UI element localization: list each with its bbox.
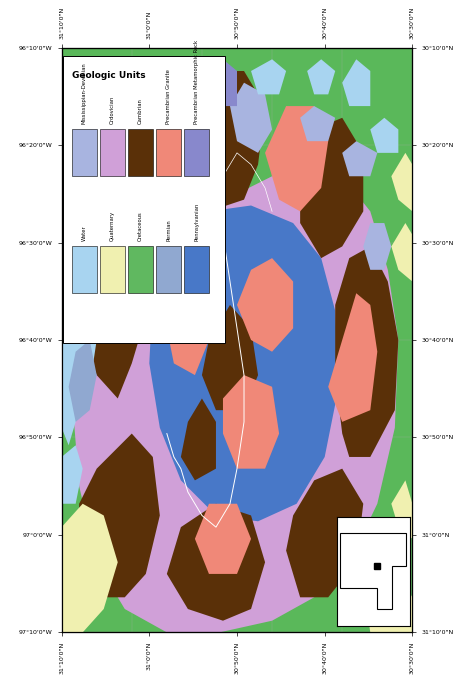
Polygon shape <box>392 223 412 282</box>
Polygon shape <box>328 293 377 422</box>
Polygon shape <box>195 71 265 211</box>
Polygon shape <box>307 59 335 95</box>
Polygon shape <box>223 375 279 469</box>
FancyBboxPatch shape <box>184 129 209 176</box>
Polygon shape <box>195 504 251 574</box>
Polygon shape <box>265 106 328 211</box>
Text: Precambrian Granite: Precambrian Granite <box>166 69 171 124</box>
Polygon shape <box>62 211 82 270</box>
FancyBboxPatch shape <box>128 246 153 293</box>
Polygon shape <box>335 246 398 457</box>
Polygon shape <box>62 129 82 176</box>
Polygon shape <box>62 258 90 317</box>
Polygon shape <box>342 141 377 176</box>
FancyBboxPatch shape <box>156 246 181 293</box>
Polygon shape <box>69 340 97 422</box>
Polygon shape <box>230 83 272 153</box>
Polygon shape <box>146 71 188 141</box>
Polygon shape <box>149 205 339 522</box>
Text: Pennsylvanian: Pennsylvanian <box>194 203 199 241</box>
Polygon shape <box>300 106 335 141</box>
Text: Quaternary: Quaternary <box>110 210 115 241</box>
Polygon shape <box>251 59 286 95</box>
FancyBboxPatch shape <box>100 129 125 176</box>
Polygon shape <box>392 153 412 211</box>
Text: Water: Water <box>82 225 87 241</box>
Polygon shape <box>363 223 392 270</box>
FancyBboxPatch shape <box>100 246 125 293</box>
Polygon shape <box>62 305 97 445</box>
Polygon shape <box>79 434 160 597</box>
Polygon shape <box>62 539 82 609</box>
Polygon shape <box>370 118 398 153</box>
Polygon shape <box>209 59 237 106</box>
FancyBboxPatch shape <box>72 246 97 293</box>
Polygon shape <box>79 211 153 398</box>
FancyBboxPatch shape <box>64 56 225 343</box>
FancyBboxPatch shape <box>156 129 181 176</box>
Polygon shape <box>237 258 293 352</box>
Polygon shape <box>340 533 406 609</box>
Polygon shape <box>363 562 412 632</box>
FancyBboxPatch shape <box>184 246 209 293</box>
Text: Permian: Permian <box>166 219 171 241</box>
Text: Precambrian Metamorphic Rock: Precambrian Metamorphic Rock <box>194 39 199 124</box>
Polygon shape <box>62 504 118 632</box>
Polygon shape <box>342 59 370 106</box>
Polygon shape <box>392 480 412 539</box>
Polygon shape <box>167 504 265 621</box>
Polygon shape <box>286 469 363 597</box>
Polygon shape <box>181 398 216 480</box>
Polygon shape <box>62 445 82 504</box>
Text: Cretaceous: Cretaceous <box>138 211 143 241</box>
Polygon shape <box>202 305 258 410</box>
Polygon shape <box>72 165 398 632</box>
Polygon shape <box>125 71 195 188</box>
Text: Mississippian-Devonian: Mississippian-Devonian <box>82 62 87 124</box>
FancyBboxPatch shape <box>128 129 153 176</box>
Text: Geologic Units: Geologic Units <box>72 71 146 80</box>
Polygon shape <box>167 293 209 375</box>
Text: Ordovician: Ordovician <box>110 95 115 124</box>
Polygon shape <box>300 118 363 258</box>
Text: Cambrian: Cambrian <box>138 98 143 124</box>
FancyBboxPatch shape <box>72 129 97 176</box>
